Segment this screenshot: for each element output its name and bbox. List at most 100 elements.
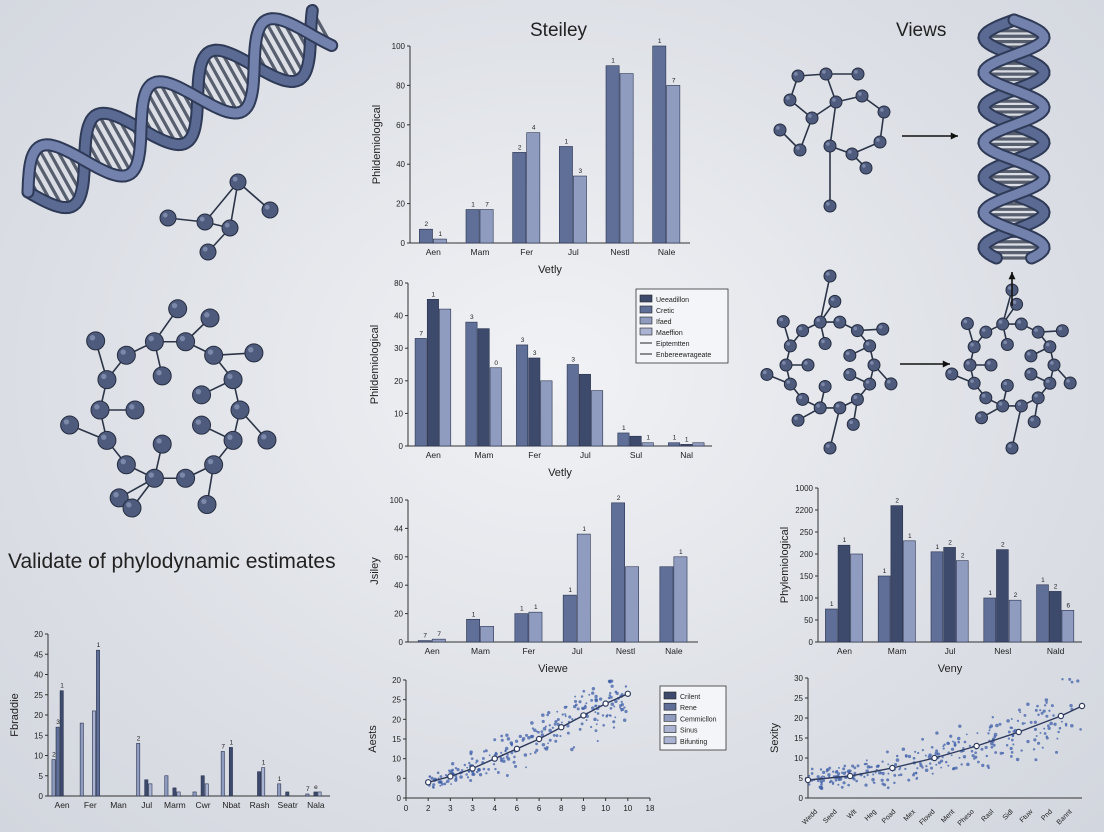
y-tick-label: 1000: [795, 484, 813, 493]
base-pair: [36, 145, 73, 209]
bar-value-label: 7: [306, 786, 310, 793]
scatter-point: [610, 684, 614, 688]
x-tick-label: Fer: [528, 450, 541, 460]
scatter-point: [980, 747, 984, 751]
scatter-point: [547, 742, 549, 745]
atom-highlight: [248, 347, 254, 353]
bar-value-label: 2: [425, 221, 429, 228]
scatter-point: [1043, 704, 1047, 707]
scatter-point: [842, 767, 846, 771]
x-tick-label: Poad: [881, 808, 898, 825]
y-axis-label: Jsiley: [369, 557, 381, 585]
base-pair: [43, 143, 79, 204]
atom-highlight: [1045, 342, 1050, 347]
bond: [829, 407, 841, 449]
scatter-point: [1039, 709, 1042, 712]
scatter-point: [864, 783, 868, 787]
legend-item-label: Rene: [680, 705, 697, 712]
base-pair: [96, 112, 133, 175]
x-tick-label: Fer: [84, 800, 97, 810]
bar: [996, 549, 1009, 643]
scatter-point: [919, 761, 922, 765]
bar-value-label: 1: [679, 549, 683, 556]
y-tick-label: 2200: [795, 506, 813, 515]
bar: [1061, 610, 1075, 643]
scatter-point: [941, 756, 944, 759]
bar-value-label: 1: [611, 58, 615, 65]
scatter-point: [1045, 701, 1048, 704]
y-tick-label: 10: [794, 754, 803, 763]
x-tick-label: Nald: [1047, 646, 1065, 656]
scatter-point: [533, 751, 537, 754]
x-tick-label: Pnd: [1040, 808, 1054, 822]
arrow-head: [950, 132, 958, 140]
scatter-point: [1023, 713, 1027, 717]
atom-highlight: [826, 444, 830, 448]
bar: [285, 791, 290, 797]
y-axis-label: Sexity: [769, 723, 781, 753]
legend-swatch: [663, 691, 677, 700]
arrow-head: [942, 360, 950, 368]
bar-value-label: 1: [534, 604, 538, 611]
scatter-point: [907, 778, 911, 782]
x-tick-label: Ment: [940, 808, 956, 824]
scatter-point: [831, 770, 835, 773]
scatter-point: [1016, 719, 1020, 723]
bar-value-label: 2: [1054, 583, 1058, 590]
bar: [479, 209, 494, 244]
scatter-point: [881, 771, 885, 776]
bar: [79, 722, 84, 797]
y-tick-label: 10: [34, 752, 43, 761]
scatter-point: [968, 744, 972, 748]
x-tick-label: Nbat: [222, 800, 241, 810]
bar: [489, 367, 502, 447]
y-tick-label: 100: [800, 594, 814, 603]
scatter-point: [535, 748, 539, 752]
bar-value-label: 1: [685, 436, 689, 443]
scatter-point: [1019, 711, 1022, 714]
x-tick-label: Nestl: [610, 247, 629, 257]
bar: [983, 597, 996, 643]
molecule-ring-right: [945, 283, 1077, 455]
scatter-point: [432, 783, 436, 787]
scatter-point: [436, 771, 440, 775]
right-panel-title: Views: [896, 20, 947, 41]
y-tick-label: 20: [392, 676, 401, 685]
scatter-point: [893, 781, 896, 785]
scatter-point: [624, 685, 628, 688]
bar: [92, 710, 96, 797]
scatter-point: [548, 738, 552, 742]
scatter-point: [613, 705, 616, 708]
scatter-point: [943, 743, 946, 746]
scatter-point: [1046, 724, 1050, 728]
y-tick-label: 20: [394, 377, 403, 386]
scatter-point: [1045, 736, 1049, 740]
large-molecule-cluster: [60, 299, 277, 518]
scatter-point: [494, 767, 497, 771]
y-tick-label: 25: [794, 694, 803, 703]
scatter-point: [574, 703, 578, 707]
bar: [466, 618, 480, 643]
y-tick-label: 80: [396, 81, 405, 90]
legend-item-label: Maeffion: [656, 330, 683, 337]
scatter-point: [935, 749, 939, 753]
bar: [559, 146, 573, 244]
scatter-point: [991, 715, 995, 719]
atom-highlight: [845, 370, 850, 375]
x-tick-label: Nale: [665, 646, 683, 656]
atom-highlight: [179, 335, 186, 342]
y-tick-label: 40: [394, 581, 403, 590]
trend-line: [807, 705, 1083, 781]
scatter-point: [594, 729, 598, 733]
scatter-point: [974, 751, 977, 755]
x-tick-label: 0: [404, 804, 409, 813]
bar: [164, 775, 169, 797]
scatter-point: [530, 734, 535, 738]
scatter-point: [500, 760, 503, 763]
scatter-point: [977, 760, 980, 764]
atom-highlight: [162, 212, 168, 218]
scatter-point: [500, 734, 504, 738]
x-tick-label: Jul: [141, 800, 152, 810]
scatter-point: [865, 759, 868, 762]
legend-swatch: [663, 736, 677, 745]
